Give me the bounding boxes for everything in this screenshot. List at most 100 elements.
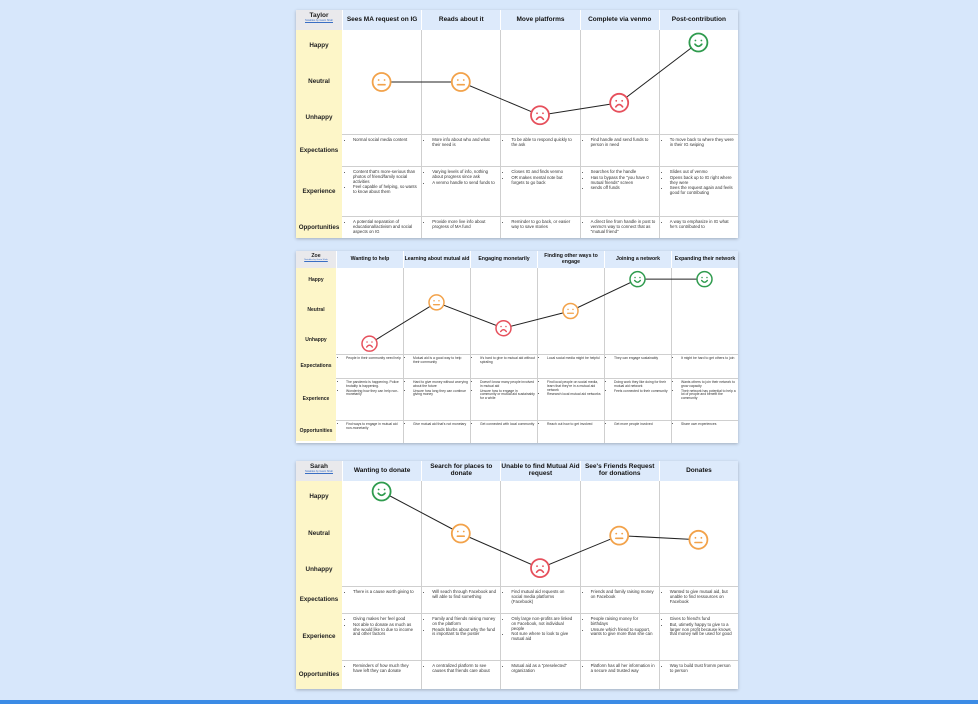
bullet-item: Reads blurbs about why the fund is impor… [432,627,497,638]
bullet-item: Reminder to go back, or easier way to sa… [511,219,576,230]
bullet-item: Local social media might be helpful [547,356,602,361]
emotion-journey-chart [371,481,709,579]
neutral-face-icon [428,294,445,311]
bullet-item: There is a cause worth giving to [353,589,418,595]
bullet-list: Find local people on social media, learn… [540,380,602,397]
bullet-list: Normal social media content [346,137,418,143]
unhappy-face-icon [609,92,630,113]
unhappy-face-icon [530,105,550,126]
bullet-list: A centralized platform to see causes tha… [425,663,497,674]
bullet-item: People in their community need help [346,356,401,361]
journey-cell: Find mutual aid requests on social media… [500,586,579,613]
emotion-label: Unhappy [305,114,333,122]
row-divider [296,660,738,661]
journey-cell: More info about who and what their need … [421,134,500,166]
journey-cell: People raising money for birthdaysUnsure… [580,613,659,660]
journey-cell: Mutual aid is a good way to help their c… [403,354,470,378]
bullet-item: Doing work they like doing for their mut… [614,380,669,389]
bullet-item: Mutual aid as a "preselected" organizati… [511,663,576,674]
journey-cell: Get connected with local community [470,420,537,441]
bullet-list: Reminders of how much they have left the… [346,663,418,674]
journey-cell: Share own experiences [671,420,738,441]
stage-header: Engaging monetarily [470,251,537,268]
bullet-list: Find mutual aid requests on social media… [504,589,576,604]
journey-cell: Wants others to join their network to gr… [671,378,738,420]
bottom-accent-strip [0,700,978,704]
bullet-item: To be able to respond quickly to the ask [511,137,576,148]
journey-cell: Reach out how to get involved [537,420,604,441]
stage-header: Finding other ways to engage [537,251,604,268]
bullet-item: Slides out of venmo [670,169,735,175]
bullet-list: Wants others to join their network to gr… [674,380,736,401]
happy-face-icon [688,32,709,53]
journey-cell: Reminders of how much they have left the… [342,660,421,689]
neutral-face-icon [450,523,471,544]
journey-cell: Doesn't know many people involved in mut… [470,378,537,420]
journey-cell: A way to emphasize in IG what he's contr… [659,216,738,238]
unhappy-face-icon [361,335,378,352]
bullet-list: Find handle and send funds to person in … [584,137,656,148]
journey-cell: Find ways to engage in mutual aid non-mo… [336,420,403,441]
bullet-list: A way to emphasize in IG what he's contr… [663,219,735,230]
persona-credit-link[interactable]: Notables by Gavin Shah [304,259,328,262]
bullet-item: Closes IG and finds venmo [511,169,576,175]
journey-cell: Platform has all her information in a se… [580,660,659,689]
stage-header: Sees MA request on IG [342,10,422,30]
bullet-item: Friends and family raising money on Face… [591,589,656,600]
emotion-axis: Happy Neutral Unhappy [296,481,342,586]
bullet-list: Get more people involved [607,422,669,427]
bullet-item: Content that's more-serious than photos … [353,169,418,184]
emotion-journey-line [369,278,705,345]
bullet-item: Their network has potential to help a lo… [681,389,736,401]
row-divider [296,216,738,217]
happy-face-icon [629,270,646,288]
journey-map-zoe: Zoe Notables by Gavin Shah Wanting to help… [296,251,738,443]
persona-name: Sarah [309,463,329,471]
bullet-item: Mutual aid is a good way to help their c… [413,356,468,365]
persona-credit-link[interactable]: Notables by Gavin Shah [305,470,333,474]
neutral-face-icon [371,72,392,92]
journey-cell: Give mutual aid that's not monetary [403,420,470,441]
bullet-list: Wanted to give mutual aid, but unable to… [663,589,735,604]
bullet-item: A potential separation of educational/ac… [353,219,418,234]
row-divider [296,586,738,587]
neutral-face-icon [562,302,579,320]
happy-face-icon [696,270,713,288]
row-label-opportunities: Opportunities [296,216,342,238]
bullet-list: Platform has all her information in a se… [584,663,656,674]
bullet-list: Provide more live info about progress of… [425,219,497,230]
emotion-label: Happy [309,492,329,500]
column-divider [658,481,660,689]
neutral-face-icon [450,72,471,92]
bullet-list: Will seach through Facebook and will abl… [425,589,497,600]
stage-header: Joining a network [604,251,671,268]
bullet-item: Share own experiences [681,422,736,427]
bullet-list: It's hard to give to mutual aid without … [473,356,535,365]
stage-header: See's Friends Request for donations [579,461,659,481]
row-divider [296,134,738,135]
journey-map-taylor: Taylor Notables by Gavin Shah Sees MA requ… [296,10,738,238]
stage-header: Learning about mutual aid [403,251,470,268]
journey-cell: Reminder to go back, or easier way to sa… [500,216,579,238]
bullet-item: It might be hard to get others to join [681,356,736,361]
row-label-opportunities: Opportunities [296,660,342,689]
journey-cell: Find handle and send funds to person in … [580,134,659,166]
bullet-item: People raising money for birthdays [591,616,656,627]
bullet-item: Feels connected to their community [614,389,669,394]
persona-credit-link[interactable]: Notables by Gavin Shah [305,19,333,23]
bullet-item: Will seach through Facebook and will abl… [432,589,497,600]
bullet-item: sends off funds [591,186,656,191]
stage-header: Expanding their network [671,251,738,268]
bullet-item: Unsure which friend to support, wants to… [591,627,656,638]
row-label-expectations: Expectations [296,134,342,166]
journey-cell: Family and friends raising money on the … [421,613,500,660]
journey-cell: Friends and family raising money on Face… [580,586,659,613]
bullet-list: Content that's more-serious than photos … [346,169,418,195]
emotion-axis: Happy Neutral Unhappy [296,30,342,134]
bullet-list: Find ways to engage in mutual aid non-mo… [339,422,401,431]
bullet-item: Way to build trust fromm person to perso… [670,663,735,674]
row-divider [296,420,738,421]
journey-cell: Content that's more-serious than photos … [342,166,421,216]
journey-cell: A potential separation of educational/ac… [342,216,421,238]
journey-cell: There is a cause worth giving to [342,586,421,613]
